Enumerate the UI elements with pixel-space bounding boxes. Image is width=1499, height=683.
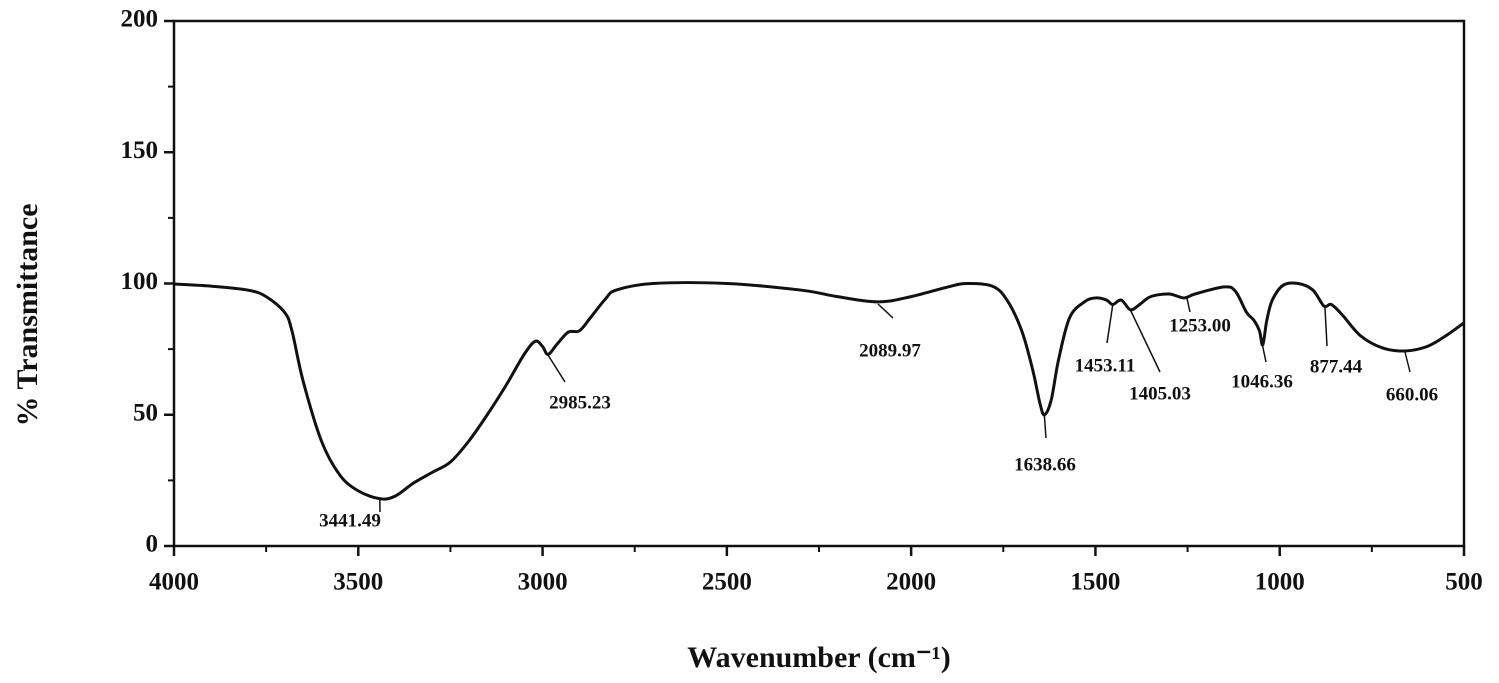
peak-leader bbox=[1106, 304, 1114, 344]
peak-label: 1046.36 bbox=[1231, 371, 1293, 392]
x-tick-label: 500 bbox=[1445, 569, 1483, 596]
peak-label: 2089.97 bbox=[859, 340, 921, 361]
plot-frame bbox=[172, 19, 1466, 548]
peak-leader bbox=[1261, 345, 1267, 363]
peak-label: 1638.66 bbox=[1014, 454, 1076, 475]
y-tick-label: 150 bbox=[121, 137, 159, 164]
y-tick-label: 0 bbox=[146, 531, 159, 558]
peak-label: 2985.23 bbox=[549, 392, 611, 413]
peak-leader bbox=[1404, 351, 1411, 373]
peak-label: 660.06 bbox=[1386, 384, 1438, 405]
x-axis-title: Wavenumber (cm⁻¹) bbox=[687, 641, 950, 674]
peak-leader bbox=[1043, 414, 1047, 439]
x-tick-label: 3000 bbox=[518, 569, 568, 596]
peak-label: 3441.49 bbox=[319, 510, 381, 531]
x-tick-label: 1500 bbox=[1070, 569, 1120, 596]
peak-leader bbox=[877, 303, 894, 319]
y-tick-label: 50 bbox=[133, 399, 158, 426]
y-axis-title: % Transmittance bbox=[11, 203, 44, 426]
peak-leader bbox=[547, 354, 566, 383]
peak-leader bbox=[1129, 309, 1161, 373]
peak-leader bbox=[1185, 295, 1191, 313]
peak-label: 1405.03 bbox=[1129, 383, 1191, 404]
spectrum-line bbox=[173, 281, 1465, 501]
x-tick-label: 4000 bbox=[149, 569, 199, 596]
y-tick-label: 100 bbox=[121, 268, 159, 295]
peak-leader bbox=[1324, 305, 1328, 347]
x-tick-label: 1000 bbox=[1255, 569, 1305, 596]
x-tick-label: 2500 bbox=[702, 569, 752, 596]
peak-label: 877.44 bbox=[1310, 356, 1363, 377]
peak-label: 1253.00 bbox=[1169, 315, 1231, 336]
y-tick-label: 200 bbox=[121, 6, 159, 33]
x-tick-label: 3500 bbox=[333, 569, 383, 596]
peak-label: 1453.11 bbox=[1075, 355, 1136, 376]
x-tick-label: 2000 bbox=[886, 569, 936, 596]
